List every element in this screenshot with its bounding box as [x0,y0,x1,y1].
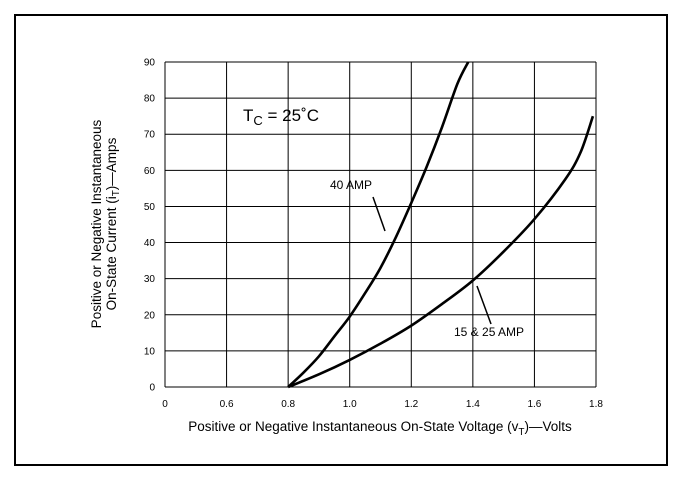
x-tick-label: 1.8 [589,399,603,410]
figure-frame [14,14,668,466]
series-leader-40-amp [372,196,386,232]
x-axis-title: Positive or Negative Instantaneous On-St… [188,419,572,438]
y-tick-label: 40 [144,238,156,249]
x-tick-label: 1.4 [466,399,480,410]
x-tick-label: 1.0 [343,399,357,410]
x-tick-label: 0.6 [220,399,234,410]
series-line-0 [287,61,470,388]
y-tick-label: 70 [144,130,156,141]
x-tick-label: 1.6 [527,399,541,410]
series [287,61,595,389]
x-tick-label: 0 [162,399,168,410]
tick-labels: 0 0.6 0.8 1.0 1.2 1.4 1.6 1.8 0 10 20 30 40 50 60 70 80 9… [144,58,604,411]
y-tick-label: 60 [144,166,156,177]
grid [164,61,597,388]
y-tick-label: 20 [144,310,156,321]
y-axis-title-line2: On-State Current (iT)—Amps [104,137,122,310]
x-tick-label: 0.8 [281,399,295,410]
series-leader-15-25-amp [476,285,492,325]
y-tick-label: 50 [144,202,156,213]
temperature-condition: TC = 25˚C [243,106,319,128]
series-label-15-25-amp: 15 & 25 AMP [454,325,524,339]
y-axis-title: Positive or Negative Instantaneous On-St… [89,119,122,328]
series-line-1 [287,115,595,389]
y-tick-label: 10 [144,346,156,357]
y-tick-label: 80 [144,94,156,105]
y-tick-label: 90 [144,58,156,69]
y-tick-label: 0 [149,383,155,394]
series-label-40-amp: 40 AMP [330,178,372,192]
y-tick-label: 30 [144,274,156,285]
x-tick-label: 1.2 [404,399,418,410]
y-axis-title-line1: Positive or Negative Instantaneous [89,119,104,328]
